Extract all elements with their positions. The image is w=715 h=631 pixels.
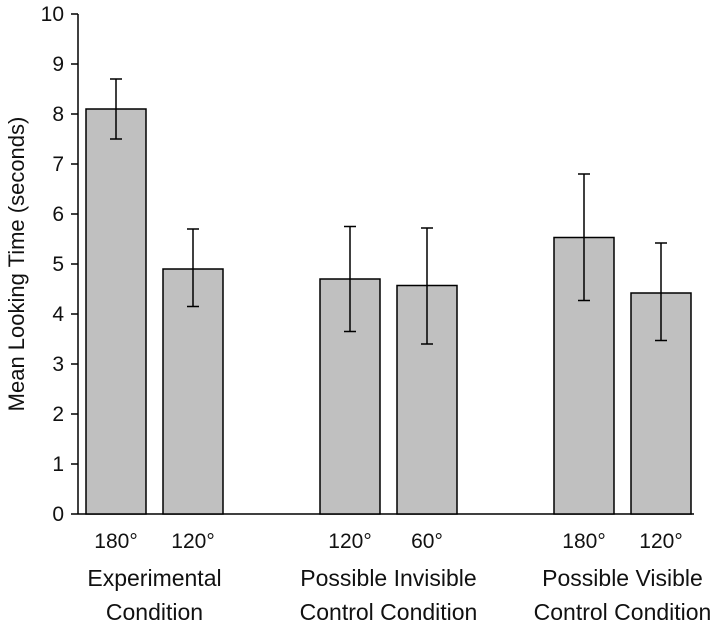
y-tick-label: 3 <box>52 353 64 376</box>
category-label: 120° <box>171 530 214 553</box>
y-tick-label: 4 <box>52 303 64 326</box>
y-tick-label: 8 <box>52 103 64 126</box>
y-tick-label: 10 <box>41 3 64 26</box>
group-label: Control Condition <box>534 599 712 625</box>
bars-layer <box>85 78 692 515</box>
y-tick-label: 7 <box>52 153 64 176</box>
group-label: Possible Invisible <box>300 565 476 591</box>
y-tick-label: 0 <box>52 503 64 526</box>
category-label: 120° <box>328 530 371 553</box>
category-labels: 180° 120° Experimental Condition 120° 60° Poss… <box>87 530 711 625</box>
y-axis-ticks: 0 1 2 3 4 5 6 7 8 9 10 <box>41 3 78 526</box>
y-tick-label: 2 <box>52 403 64 426</box>
group-label: Control Condition <box>300 599 478 625</box>
bar <box>85 108 147 515</box>
y-tick-label: 9 <box>52 53 64 76</box>
category-label: 180° <box>94 530 137 553</box>
bar <box>162 268 224 515</box>
y-tick-label: 5 <box>52 253 64 276</box>
group-label: Experimental <box>87 565 221 591</box>
group-label: Condition <box>106 599 203 625</box>
category-label: 120° <box>639 530 682 553</box>
y-tick-label: 6 <box>52 203 64 226</box>
category-label: 60° <box>411 530 443 553</box>
y-tick-label: 1 <box>52 453 64 476</box>
group-label: Possible Visible <box>542 565 703 591</box>
y-axis-title: Mean Looking Time (seconds) <box>4 117 29 412</box>
category-label: 180° <box>562 530 605 553</box>
